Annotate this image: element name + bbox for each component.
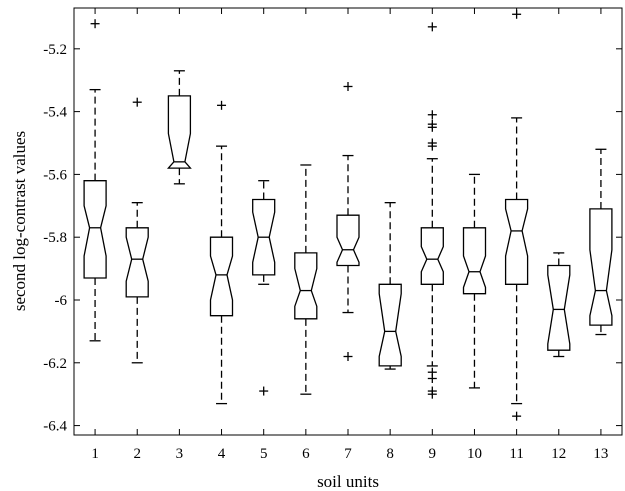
x-tick-label: 6 [302,446,310,462]
outlier-marker [90,19,100,29]
notched-box [294,252,318,320]
y-tick-label: -5.2 [43,42,67,58]
y-tick-label: -5.8 [43,230,67,246]
outlier-marker [427,141,437,151]
x-tick-label: 5 [260,446,268,462]
y-axis-label: second log-contrast values [10,131,29,311]
y-tick-label: -6.2 [43,356,67,372]
box-10 [462,173,487,389]
box-13 [589,148,613,336]
x-tick-label: 10 [467,446,482,462]
notched-box [420,227,444,285]
x-tick-label: 13 [593,446,608,462]
outlier-marker [427,389,437,399]
outlier-marker [217,100,227,110]
y-axis: -5.2 -5.4 -5.6 -5.8 -6 -6.2 -6.4 [43,42,622,435]
outlier-marker [343,81,353,91]
outlier-marker [512,411,522,421]
y-tick-label: -5.6 [43,167,67,183]
x-tick-label: 2 [133,446,141,462]
x-tick-label: 11 [509,446,523,462]
outlier-marker [132,97,142,107]
notched-box [336,214,360,267]
outlier-marker [427,122,437,132]
y-tick-label: -6.4 [43,419,67,435]
notched-box [504,198,529,285]
x-tick-label: 4 [218,446,226,462]
y-tick-label: -5.4 [43,105,67,121]
notched-box [462,227,487,295]
x-axis-label: soil units [317,472,379,491]
box-3 [166,70,192,185]
box-8 [378,202,402,370]
box-7 [336,81,360,362]
box-11 [504,9,529,421]
outlier-marker [343,352,353,362]
x-tick-label: 9 [429,446,437,462]
y-tick-label: -6 [55,293,68,309]
x-tick-label: 7 [344,446,352,462]
box-6 [294,164,318,395]
plot-area [83,9,613,421]
notched-box [547,264,571,351]
notched-box [589,208,613,326]
x-tick-label: 12 [551,446,566,462]
box-2 [125,97,149,364]
notched-box [209,236,234,317]
x-tick-label: 8 [386,446,394,462]
outlier-marker [427,22,437,32]
box-12 [547,252,571,358]
outlier-marker [427,110,437,120]
outlier-marker [259,386,269,396]
box-1 [83,19,107,342]
x-axis: 1 2 3 4 5 6 7 8 9 10 11 12 13 [91,8,608,462]
box-4 [209,100,234,405]
notched-box [378,283,402,367]
x-tick-label: 1 [91,446,99,462]
box-5 [252,180,276,396]
box-9 [420,22,444,399]
notched-box [83,180,107,279]
notched-box [125,227,149,298]
x-tick-label: 3 [176,446,184,462]
notched-box [166,95,192,169]
outlier-marker [427,373,437,383]
